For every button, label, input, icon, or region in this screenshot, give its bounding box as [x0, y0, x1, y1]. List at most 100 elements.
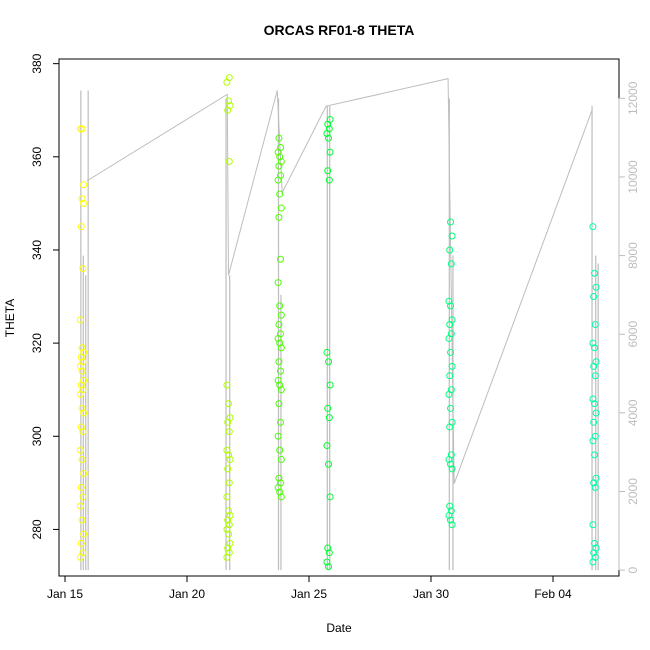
data-point [589, 437, 597, 445]
x-tick-label: Feb 04 [534, 587, 572, 601]
data-point [223, 381, 231, 389]
data-point [323, 442, 331, 450]
data-point [223, 553, 231, 561]
data-point [446, 502, 454, 510]
data-point [589, 223, 597, 231]
data-point [447, 516, 455, 524]
data-point [324, 544, 332, 552]
data-point [76, 390, 84, 398]
data-point [224, 451, 232, 459]
data-point [224, 507, 232, 515]
data-point [277, 456, 285, 464]
data-point [78, 404, 86, 412]
data-point [77, 539, 85, 547]
y2-tick-label: 0 [626, 566, 640, 573]
data-point [590, 451, 598, 459]
data-point [323, 348, 331, 356]
data-point [446, 423, 454, 431]
data-point [445, 297, 453, 305]
series-rf06 [589, 223, 600, 566]
x-tick-label: Jan 30 [413, 587, 449, 601]
data-point [276, 190, 284, 198]
data-point [275, 320, 283, 328]
data-point [448, 362, 456, 370]
data-point [447, 218, 455, 226]
data-point [446, 372, 454, 380]
data-point [325, 549, 333, 557]
data-point [277, 311, 285, 319]
data-point [590, 549, 598, 557]
data-point [77, 423, 85, 431]
data-point [589, 558, 597, 566]
data-point [326, 381, 334, 389]
data-point [78, 195, 86, 203]
data-point [80, 199, 88, 207]
data-point [590, 269, 598, 277]
data-point [276, 446, 284, 454]
data-point [224, 516, 232, 524]
series-rf02 [223, 74, 234, 561]
data-point [590, 539, 598, 547]
data-point [77, 223, 85, 231]
data-point [276, 488, 284, 496]
x-tick-label: Jan 25 [291, 587, 327, 601]
data-point [277, 255, 285, 263]
data-point [275, 162, 283, 170]
plot-frame [58, 58, 620, 577]
y2-tick-label: 10000 [626, 160, 640, 194]
y2-tick-label: 2000 [626, 478, 640, 505]
data-point [590, 479, 598, 487]
data-point [76, 553, 84, 561]
data-point [79, 428, 87, 436]
data-point [76, 502, 84, 510]
data-point [226, 456, 234, 464]
x-tick-label: Jan 15 [47, 587, 83, 601]
data-point [76, 316, 84, 324]
data-point [274, 432, 282, 440]
data-point [592, 283, 600, 291]
data-point [275, 400, 283, 408]
data-point [224, 530, 232, 538]
data-point [447, 460, 455, 468]
data-point [76, 362, 84, 370]
data-point [325, 563, 333, 571]
data-point [274, 279, 282, 287]
data-point [324, 167, 332, 175]
series-rf03 [274, 134, 285, 501]
data-point [76, 446, 84, 454]
data-point [274, 176, 282, 184]
series-rf01 [76, 125, 88, 561]
x-tick-label: Jan 20 [169, 587, 205, 601]
data-point [80, 530, 88, 538]
data-point [274, 334, 282, 342]
data-point [589, 395, 597, 403]
data-point [79, 493, 87, 501]
data-point [447, 348, 455, 356]
data-point [448, 465, 456, 473]
data-point [589, 521, 597, 529]
data-point [277, 493, 285, 501]
data-point [275, 358, 283, 366]
data-point [78, 367, 86, 375]
data-point [591, 320, 599, 328]
data-point [77, 353, 85, 361]
data-point [276, 302, 284, 310]
y2-tick-label: 4000 [626, 399, 640, 426]
chart-title: ORCAS RF01-8 THETA [264, 22, 415, 38]
data-point [77, 381, 85, 389]
series-rf04 [323, 116, 334, 571]
data-point [274, 148, 282, 156]
altitude-transit-line [86, 78, 593, 484]
data-point [276, 153, 284, 161]
y-tick-label: 320 [30, 333, 44, 353]
data-point [590, 400, 598, 408]
y-axis-label: THETA [3, 299, 17, 337]
data-point [274, 484, 282, 492]
data-point [78, 125, 86, 133]
data-point [277, 386, 285, 394]
y-axis-right: 0 2000 4000 6000 8000 10000 12000 [618, 81, 640, 573]
data-point [323, 130, 331, 138]
data-point [275, 474, 283, 482]
data-point [224, 465, 232, 473]
